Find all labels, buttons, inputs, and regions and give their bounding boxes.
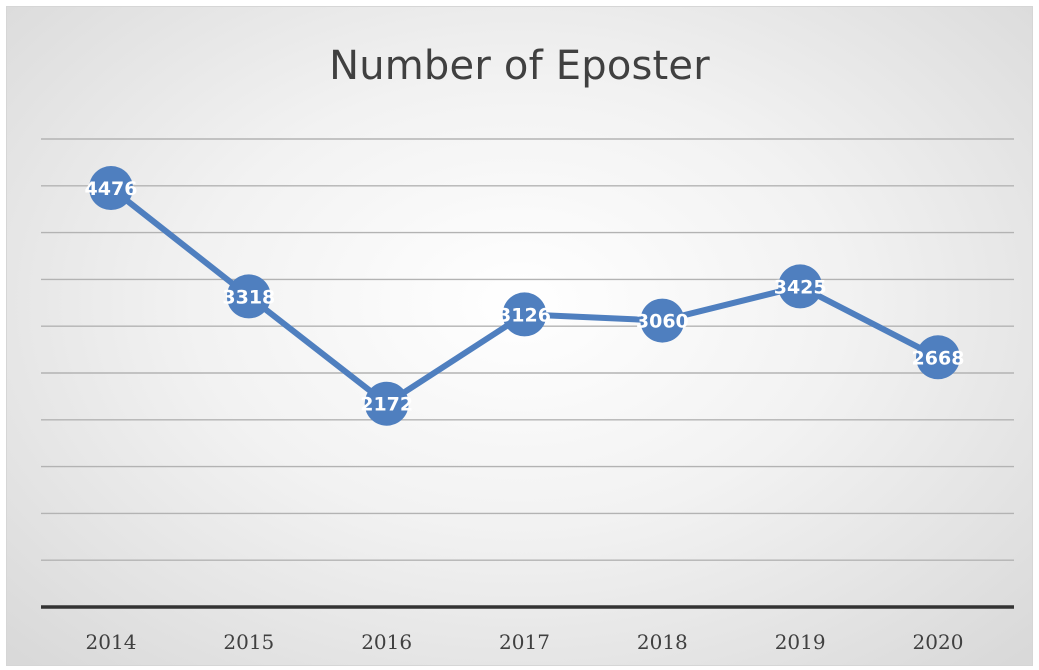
- data-point-marker: [778, 264, 823, 309]
- data-label: 2668: [912, 347, 965, 369]
- data-point-marker: [364, 381, 409, 426]
- x-tick-label: 2017: [499, 630, 550, 654]
- x-tick-label: 2014: [86, 630, 137, 654]
- data-point-marker: [89, 166, 133, 211]
- series-line: 4476 3318 2172 3126 3060 3425 2668: [85, 166, 965, 426]
- chart-title: Number of Eposter: [329, 43, 710, 89]
- x-tick-label: 2015: [223, 630, 274, 654]
- chart-area: Number of Eposter 4476 3318 2172 3126 3060 34…: [6, 6, 1033, 666]
- data-point-marker: [640, 298, 685, 343]
- x-tick-label: 2019: [775, 630, 826, 654]
- data-label: 3060: [636, 311, 689, 333]
- gridlines: [41, 138, 1014, 609]
- data-point-marker: [226, 274, 271, 319]
- data-point-marker: [502, 292, 547, 337]
- data-point-marker: [916, 335, 960, 380]
- data-label: 4476: [85, 178, 138, 200]
- data-label: 3318: [222, 286, 275, 308]
- data-label: 3126: [498, 304, 551, 326]
- data-label: 2172: [360, 394, 413, 416]
- x-axis-ticks: 2014 2015 2016 2017 2018 2019 2020: [86, 630, 964, 654]
- x-tick-label: 2016: [361, 630, 412, 654]
- x-tick-label: 2018: [637, 630, 688, 654]
- data-label: 3425: [774, 276, 827, 298]
- x-tick-label: 2020: [913, 630, 964, 654]
